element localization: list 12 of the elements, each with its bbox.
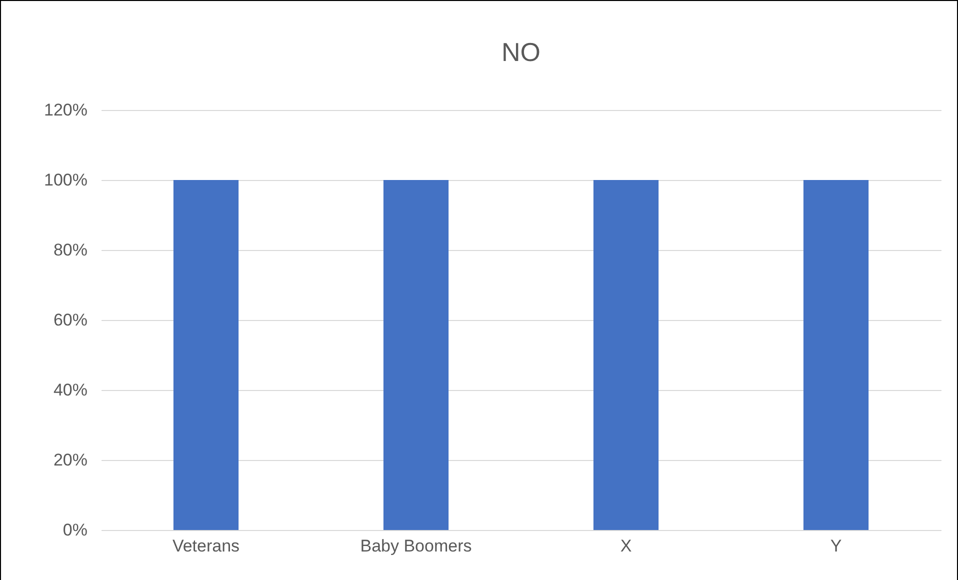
y-tick-label: 80% (53, 240, 88, 260)
y-tick-label: 120% (44, 100, 88, 120)
y-tick-label: 100% (44, 170, 88, 190)
y-tick-label: 60% (53, 310, 88, 330)
chart-title: NO (502, 37, 540, 67)
x-tick-label: Y (830, 536, 842, 556)
y-tick-label: 20% (53, 450, 88, 470)
x-tick-label: Baby Boomers (360, 536, 472, 556)
y-tick-label: 40% (53, 380, 88, 400)
x-tick-label: Veterans (172, 536, 240, 556)
y-tick-label: 0% (62, 520, 88, 540)
x-tick-label: X (620, 536, 632, 556)
